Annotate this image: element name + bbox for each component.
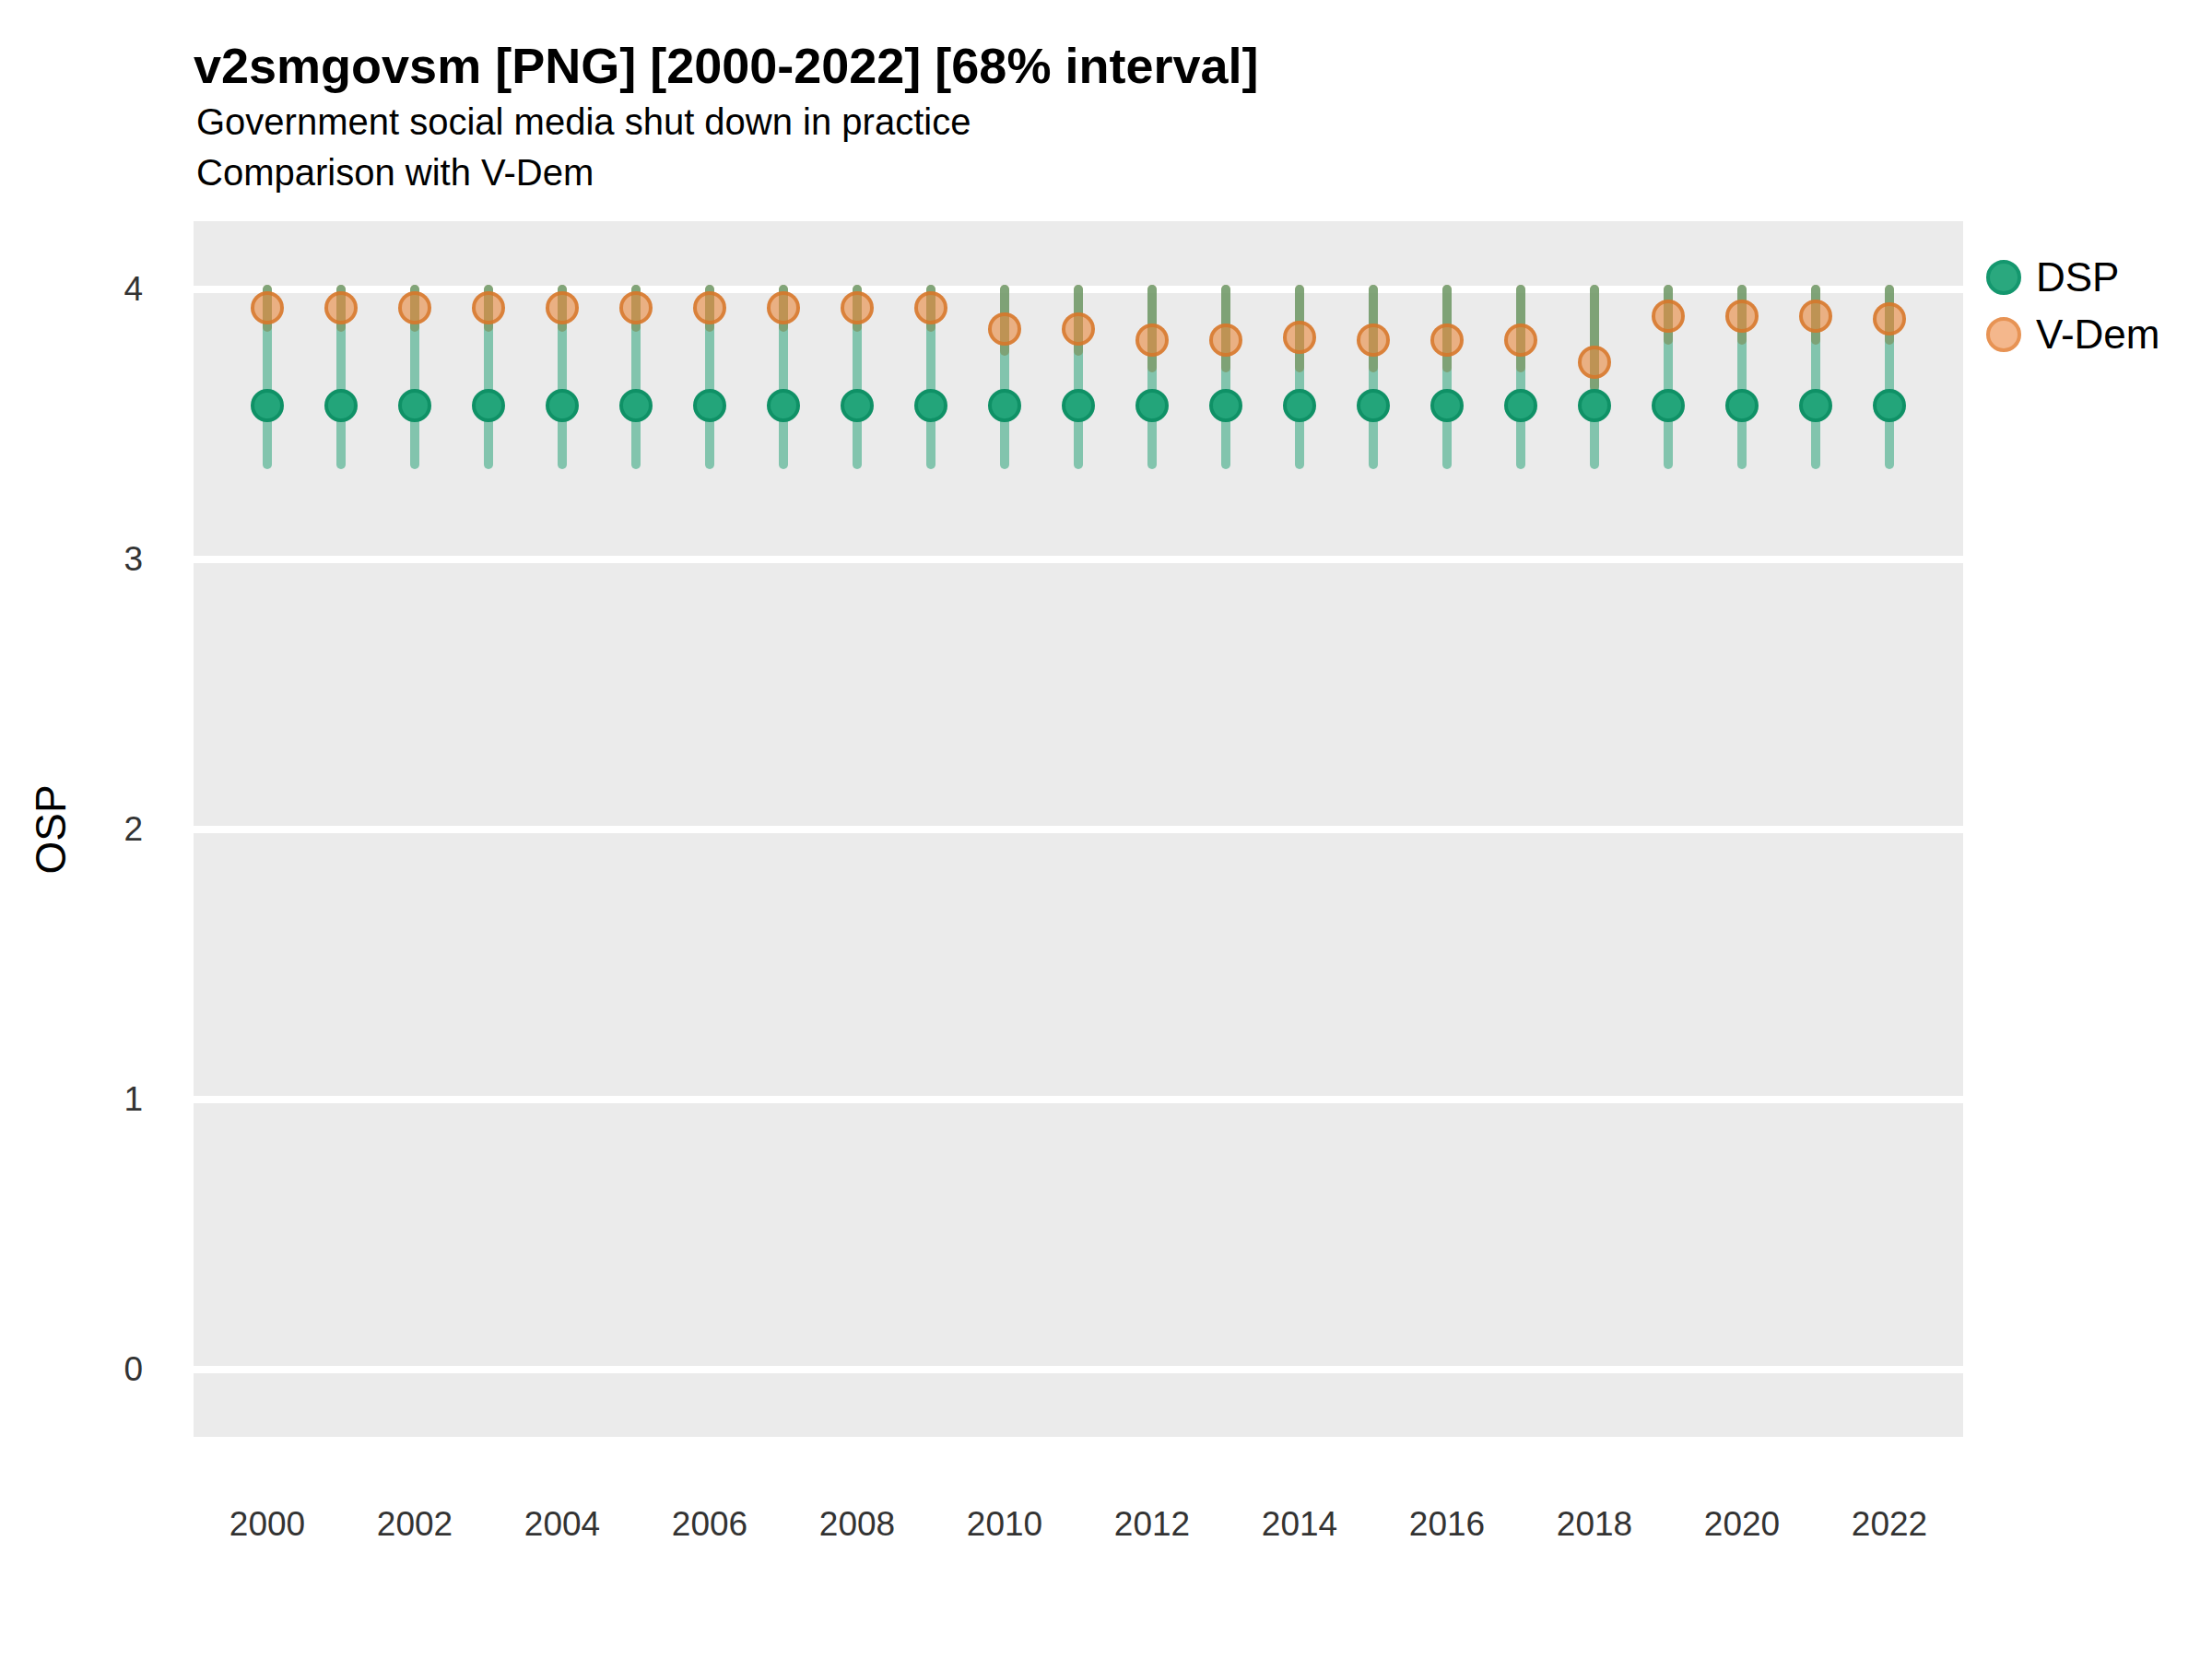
dsp-point-2009	[914, 389, 947, 422]
plot-panel	[194, 221, 1963, 1437]
vdem-point-2019	[1652, 300, 1685, 333]
dsp-interval-2012	[1147, 285, 1157, 470]
x-tick-label-2008: 2008	[802, 1506, 912, 1543]
legend-label-dsp: DSP	[2036, 254, 2119, 300]
chart: v2smgovsm [PNG] [2000-2022] [68% interva…	[0, 0, 2212, 1659]
vdem-point-2015	[1357, 324, 1390, 357]
dsp-point-2002	[398, 389, 431, 422]
dsp-point-2016	[1430, 389, 1464, 422]
vdem-point-2020	[1725, 300, 1759, 333]
vdem-point-2012	[1135, 324, 1169, 357]
x-tick-label-2004: 2004	[507, 1506, 618, 1543]
dsp-point-2003	[472, 389, 505, 422]
gridline-0	[194, 1366, 1963, 1373]
dsp-interval-2017	[1516, 285, 1525, 470]
dsp-point-2022	[1873, 389, 1906, 422]
vdem-point-2002	[398, 291, 431, 324]
y-tick-label-2: 2	[55, 806, 143, 853]
dsp-point-2021	[1799, 389, 1832, 422]
dsp-interval-2013	[1221, 285, 1230, 470]
dsp-point-2015	[1357, 389, 1390, 422]
x-tick-label-2018: 2018	[1539, 1506, 1650, 1543]
vdem-point-2003	[472, 291, 505, 324]
x-tick-label-2014: 2014	[1244, 1506, 1355, 1543]
dsp-point-2001	[324, 389, 358, 422]
vdem-point-2022	[1873, 302, 1906, 335]
vdem-point-2004	[546, 291, 579, 324]
x-tick-label-2020: 2020	[1687, 1506, 1797, 1543]
vdem-point-2007	[767, 291, 800, 324]
dsp-point-2005	[619, 389, 653, 422]
legend-item-vdem: V-Dem	[1986, 306, 2159, 363]
vdem-point-2013	[1209, 324, 1242, 357]
chart-subtitle-line1: Government social media shut down in pra…	[196, 101, 971, 142]
legend-swatch-vdem-icon	[1986, 317, 2021, 352]
dsp-point-2013	[1209, 389, 1242, 422]
y-tick-label-1: 1	[55, 1076, 143, 1124]
dsp-point-2017	[1504, 389, 1537, 422]
vdem-point-2009	[914, 291, 947, 324]
gridline-1	[194, 1096, 1963, 1103]
vdem-point-2010	[988, 312, 1021, 346]
vdem-point-2001	[324, 291, 358, 324]
dsp-point-2008	[841, 389, 874, 422]
dsp-point-2011	[1062, 389, 1095, 422]
vdem-point-2008	[841, 291, 874, 324]
dsp-point-2014	[1283, 389, 1316, 422]
legend-item-dsp: DSP	[1986, 249, 2159, 306]
legend: DSP V-Dem	[1986, 249, 2159, 363]
vdem-point-2018	[1578, 346, 1611, 379]
dsp-interval-2016	[1442, 285, 1452, 470]
x-tick-label-2012: 2012	[1097, 1506, 1207, 1543]
x-tick-label-2000: 2000	[212, 1506, 323, 1543]
dsp-point-2020	[1725, 389, 1759, 422]
dsp-point-2012	[1135, 389, 1169, 422]
vdem-point-2017	[1504, 324, 1537, 357]
vdem-point-2014	[1283, 321, 1316, 354]
dsp-point-2006	[693, 389, 726, 422]
chart-title: v2smgovsm [PNG] [2000-2022] [68% interva…	[194, 39, 1259, 93]
vdem-point-2016	[1430, 324, 1464, 357]
gridline-2	[194, 826, 1963, 833]
legend-label-vdem: V-Dem	[2036, 312, 2159, 358]
vdem-point-2011	[1062, 312, 1095, 346]
dsp-point-2019	[1652, 389, 1685, 422]
dsp-interval-2014	[1295, 285, 1304, 470]
x-tick-label-2006: 2006	[654, 1506, 765, 1543]
y-tick-label-4: 4	[55, 265, 143, 313]
x-tick-label-2022: 2022	[1834, 1506, 1945, 1543]
gridline-3	[194, 556, 1963, 563]
vdem-point-2006	[693, 291, 726, 324]
dsp-point-2010	[988, 389, 1021, 422]
dsp-point-2004	[546, 389, 579, 422]
chart-subtitle-line2: Comparison with V-Dem	[196, 152, 594, 193]
y-tick-label-0: 0	[55, 1346, 143, 1394]
dsp-point-2000	[251, 389, 284, 422]
dsp-point-2018	[1578, 389, 1611, 422]
dsp-point-2007	[767, 389, 800, 422]
vdem-point-2000	[251, 291, 284, 324]
dsp-interval-2015	[1369, 285, 1378, 470]
vdem-point-2021	[1799, 300, 1832, 333]
vdem-point-2005	[619, 291, 653, 324]
y-tick-label-3: 3	[55, 535, 143, 583]
legend-swatch-dsp-icon	[1986, 260, 2021, 295]
x-tick-label-2002: 2002	[359, 1506, 470, 1543]
x-tick-label-2016: 2016	[1392, 1506, 1502, 1543]
x-tick-label-2010: 2010	[949, 1506, 1060, 1543]
